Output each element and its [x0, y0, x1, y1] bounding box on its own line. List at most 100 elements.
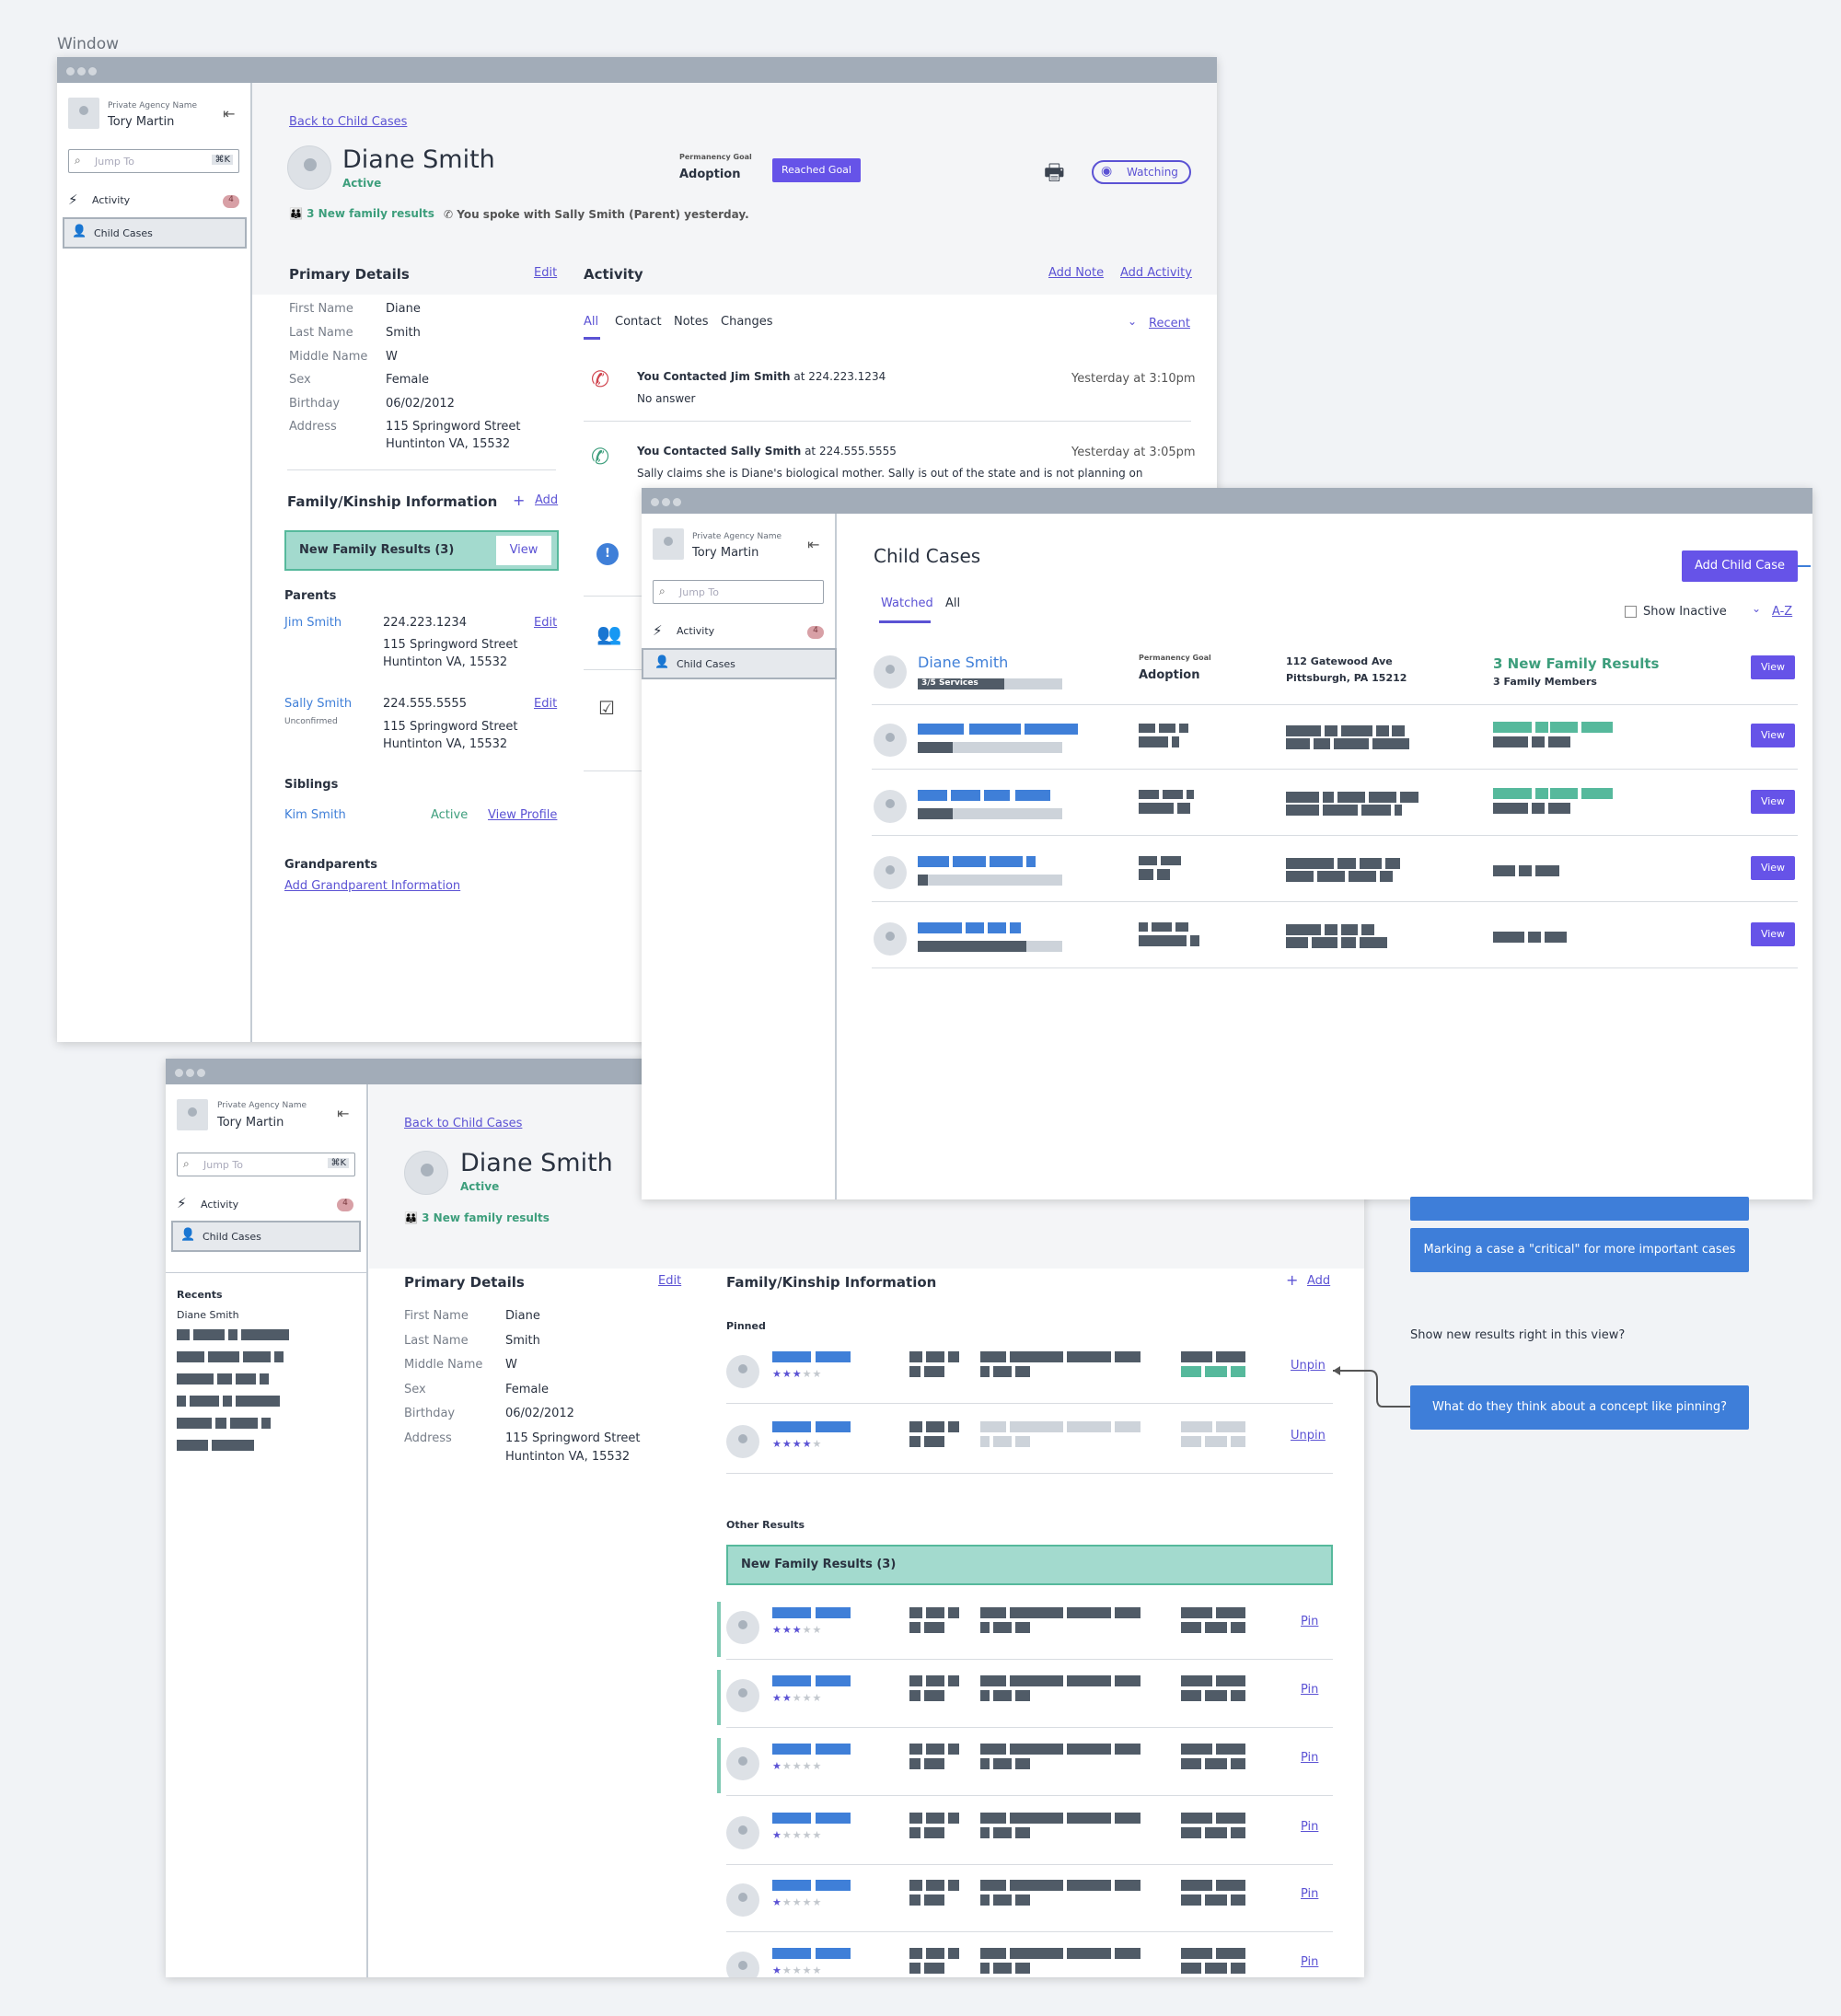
case-name-placeholder: [918, 724, 964, 735]
contact-placeholder: [1181, 1894, 1201, 1906]
relation-placeholder: [909, 1894, 920, 1906]
jump-to-input[interactable]: ⌕ Jump To ⌘K: [177, 1153, 355, 1176]
view-case-button[interactable]: View: [1751, 655, 1795, 679]
results-placeholder: [1493, 736, 1528, 747]
plus-icon[interactable]: +: [1286, 1271, 1299, 1289]
relation-placeholder: [909, 1351, 922, 1362]
sidebar-item-activity[interactable]: Activity: [677, 625, 715, 637]
add-note-link[interactable]: Add Note: [1048, 266, 1105, 280]
tab-all[interactable]: All: [945, 597, 961, 610]
add-family-link[interactable]: Add: [1307, 1274, 1331, 1288]
star-icon: ★: [812, 1896, 823, 1908]
edit-sally-link[interactable]: Edit: [534, 697, 558, 711]
address-placeholder: [1115, 1421, 1140, 1432]
tab-notes[interactable]: Notes: [674, 315, 709, 329]
tab-all[interactable]: All: [584, 315, 599, 329]
add-grandparent-link[interactable]: Add Grandparent Information: [284, 879, 461, 893]
collapse-icon[interactable]: ⇤: [337, 1105, 350, 1122]
label-middle-name: Middle Name: [289, 350, 368, 364]
parent-sally-link[interactable]: Sally Smith: [284, 697, 353, 711]
sibling-kim-link[interactable]: Kim Smith: [284, 808, 346, 822]
star-icon: ★: [812, 1964, 823, 1976]
case-name-link[interactable]: Diane Smith: [918, 654, 1009, 671]
address-placeholder: [980, 1827, 990, 1838]
address-placeholder: [993, 1622, 1012, 1633]
tab-watched[interactable]: Watched: [881, 597, 933, 610]
parent-jim-link[interactable]: Jim Smith: [284, 616, 342, 630]
chevron-down-icon[interactable]: ⌄: [1128, 315, 1138, 328]
pin-link[interactable]: Pin: [1301, 1615, 1319, 1628]
watching-button[interactable]: ◉ Watching: [1092, 160, 1191, 184]
edit-jim-link[interactable]: Edit: [534, 616, 558, 630]
add-activity-link[interactable]: Add Activity: [1120, 266, 1192, 280]
goal-placeholder: [1175, 922, 1188, 932]
title-bar: [57, 57, 1217, 83]
sidebar-item-child-cases[interactable]: 👤 Child Cases: [63, 217, 247, 249]
contact-placeholder: [1216, 1607, 1245, 1618]
pin-link[interactable]: Pin: [1301, 1751, 1319, 1765]
goal-placeholder: [1187, 790, 1194, 799]
sidebar-item-child-cases[interactable]: 👤 Child Cases: [642, 648, 837, 679]
tab-contact[interactable]: Contact: [615, 315, 662, 329]
view-case-button[interactable]: View: [1751, 724, 1795, 747]
unpin-link[interactable]: Unpin: [1291, 1429, 1326, 1442]
sort-recent-link[interactable]: Recent: [1149, 317, 1190, 330]
pin-link[interactable]: Pin: [1301, 1683, 1319, 1697]
view-case-button[interactable]: View: [1751, 922, 1795, 946]
new-results-text: New Family Results (3): [741, 1558, 897, 1571]
back-link[interactable]: Back to Child Cases: [404, 1117, 523, 1130]
pin-link[interactable]: Pin: [1301, 1955, 1319, 1969]
results-placeholder: [1519, 865, 1532, 876]
edit-details-link[interactable]: Edit: [658, 1274, 682, 1288]
sort-az-link[interactable]: A-Z: [1772, 605, 1793, 619]
jump-to-input[interactable]: ⌕ Jump To ⌘K: [68, 149, 239, 173]
family-results-link[interactable]: 👪 3 New family results: [404, 1211, 550, 1224]
print-icon[interactable]: 🖶: [1044, 159, 1065, 185]
activity-badge: 4: [337, 1199, 353, 1211]
relation-placeholder: [948, 1675, 959, 1686]
view-results-button[interactable]: View: [496, 536, 551, 565]
view-case-button[interactable]: View: [1751, 790, 1795, 814]
label-first-name: First Name: [289, 302, 353, 316]
view-case-button[interactable]: View: [1751, 856, 1795, 880]
collapse-icon[interactable]: ⇤: [807, 536, 820, 553]
case-name-placeholder: [953, 856, 986, 867]
reached-goal-button[interactable]: Reached Goal: [772, 158, 861, 182]
view-profile-link[interactable]: View Profile: [488, 808, 558, 822]
child-cases-window: Private Agency Name Tory Martin ⇤ ⌕ Jump…: [642, 488, 1812, 1199]
last-contact-text: You spoke with Sally Smith (Parent) yest…: [457, 208, 749, 221]
jump-to-input[interactable]: ⌕ Jump To: [653, 580, 824, 604]
recent-item[interactable]: Diane Smith: [177, 1309, 239, 1321]
divider: [584, 669, 657, 670]
sidebar-item-child-cases[interactable]: 👤 Child Cases: [171, 1221, 361, 1252]
collapse-icon[interactable]: ⇤: [223, 105, 236, 122]
add-child-case-button[interactable]: Add Child Case: [1682, 550, 1798, 582]
services-progress-fill: [918, 678, 1005, 689]
back-link[interactable]: Back to Child Cases: [289, 115, 408, 129]
family-title: Family/Kinship Information: [726, 1274, 937, 1291]
activity-item-2-time: Yesterday at 3:05pm: [1071, 446, 1196, 459]
chevron-down-icon[interactable]: ⌄: [1752, 602, 1762, 615]
address-placeholder: [1395, 805, 1402, 816]
parents-heading: Parents: [284, 589, 337, 603]
search-icon: ⌕: [183, 1157, 190, 1170]
contact-placeholder: [1181, 1675, 1212, 1686]
show-inactive-checkbox[interactable]: [1625, 606, 1637, 618]
relation-placeholder: [909, 1436, 920, 1447]
divider: [584, 596, 657, 597]
tab-changes[interactable]: Changes: [721, 315, 773, 329]
family-results-link[interactable]: 👪 3 New family results: [289, 207, 434, 220]
address-placeholder: [1361, 924, 1374, 935]
address-placeholder: [993, 1690, 1012, 1701]
unpin-link[interactable]: Unpin: [1291, 1359, 1326, 1373]
add-family-link[interactable]: Add: [535, 493, 559, 507]
pin-link[interactable]: Pin: [1301, 1820, 1319, 1834]
sidebar-item-activity[interactable]: Activity: [92, 194, 131, 206]
plus-icon[interactable]: +: [513, 492, 526, 509]
sidebar-item-activity[interactable]: Activity: [201, 1199, 239, 1211]
star-icon: ★: [772, 1624, 782, 1636]
pin-link[interactable]: Pin: [1301, 1887, 1319, 1901]
new-family-results[interactable]: 3 New Family Results: [1493, 655, 1660, 672]
edit-details-link[interactable]: Edit: [534, 266, 558, 280]
address-placeholder: [1286, 738, 1310, 749]
